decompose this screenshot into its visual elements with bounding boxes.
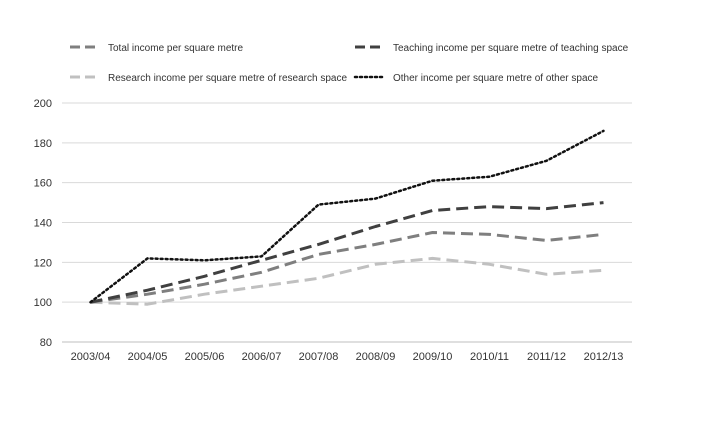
- x-tick-label: 2008/09: [356, 351, 396, 363]
- series-lines: [89, 129, 605, 306]
- series-line: [89, 129, 605, 304]
- series-line: [90, 231, 604, 304]
- series-line: [90, 256, 604, 306]
- y-tick-label: 200: [34, 98, 52, 110]
- y-tick-label: 80: [40, 337, 52, 349]
- legend: Total income per square metre Teaching in…: [70, 43, 629, 84]
- series-line: [90, 201, 604, 304]
- x-tick-label: 2012/13: [584, 351, 624, 363]
- y-tick-label: 100: [34, 297, 52, 309]
- legend-label: Research income per square metre of rese…: [108, 73, 347, 84]
- x-tick-label: 2010/11: [470, 351, 509, 363]
- legend-label: Total income per square metre: [108, 43, 244, 54]
- x-tick-label: 2004/05: [128, 351, 168, 363]
- x-tick-label: 2007/08: [299, 351, 339, 363]
- x-tick-label: 2006/07: [242, 351, 282, 363]
- y-tick-label: 140: [34, 218, 52, 230]
- x-tick-label: 2011/12: [527, 351, 566, 363]
- legend-label: Teaching income per square metre of teac…: [393, 43, 629, 54]
- gridlines: [62, 102, 632, 343]
- x-axis: 2003/04 2004/05 2005/06 2006/07 2007/08 2008/…: [62, 341, 632, 363]
- y-tick-label: 180: [34, 138, 52, 150]
- x-tick-label: 2003/04: [71, 351, 111, 363]
- legend-label: Other income per square metre of other s…: [393, 73, 599, 84]
- y-tick-label: 120: [34, 257, 52, 269]
- x-tick-label: 2009/10: [413, 351, 453, 363]
- y-axis: 80 100 120 140 160 180 200: [34, 98, 52, 349]
- x-tick-label: 2005/06: [185, 351, 225, 363]
- y-tick-label: 160: [34, 178, 52, 190]
